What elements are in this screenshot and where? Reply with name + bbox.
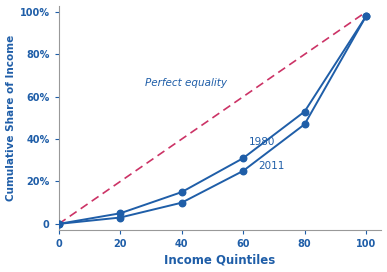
Point (363, 14, 369, 18)
Point (240, 169, 246, 173)
Y-axis label: Cumulative Share of Income: Cumulative Share of Income (5, 35, 15, 201)
Point (56, 222, 62, 226)
Point (178, 190, 185, 194)
Point (178, 200, 185, 205)
Point (56, 222, 62, 226)
X-axis label: Income Quintiles: Income Quintiles (164, 254, 276, 267)
Point (117, 211, 123, 215)
Point (117, 215, 123, 220)
Text: Perfect equality: Perfect equality (145, 78, 227, 88)
Point (363, 14, 369, 18)
Point (301, 122, 308, 126)
Text: 1980: 1980 (249, 137, 276, 147)
Text: 2011: 2011 (259, 161, 285, 171)
Point (301, 109, 308, 114)
Point (240, 156, 246, 160)
